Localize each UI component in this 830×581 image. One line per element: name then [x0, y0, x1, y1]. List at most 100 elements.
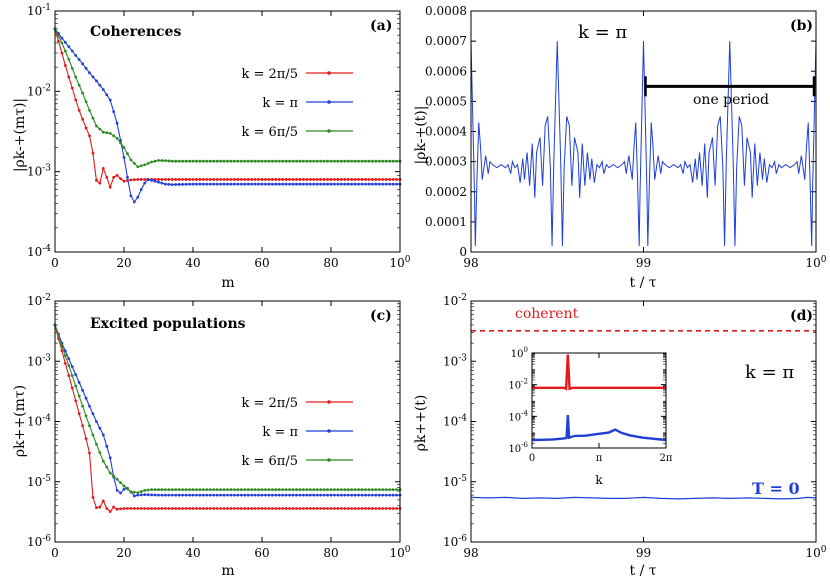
data-point-k_2pi_5 — [250, 178, 254, 181]
data-point-k_pi — [364, 493, 367, 497]
data-point-k_6pi_5 — [329, 488, 333, 492]
data-point-k_pi — [126, 175, 129, 179]
data-point-k_2pi_5 — [343, 178, 347, 181]
data-point-k_2pi_5 — [326, 507, 329, 510]
data-point-k_pi — [336, 493, 340, 497]
data-point-k_pi — [360, 182, 364, 186]
data-point-k_6pi_5 — [70, 374, 74, 378]
data-point-k_2pi_5 — [367, 178, 371, 181]
data-point-k_2pi_5 — [270, 507, 274, 510]
x-tick-label: 2π — [660, 453, 673, 464]
data-point-k_6pi_5 — [343, 488, 347, 492]
data-point-k_6pi_5 — [291, 488, 295, 492]
data-point-k_2pi_5 — [229, 178, 233, 181]
y-tick-label: 10-5 — [443, 474, 467, 489]
data-point-k_2pi_5 — [212, 507, 216, 510]
data-point-k_pi — [295, 493, 298, 497]
data-point-k_pi — [153, 493, 157, 497]
data-point-k_6pi_5 — [384, 159, 388, 163]
data-point-k_6pi_5 — [305, 159, 309, 163]
data-point-k_pi — [350, 182, 354, 186]
data-point-k_2pi_5 — [339, 507, 343, 510]
data-point-k_2pi_5 — [319, 507, 323, 510]
data-point-k_2pi_5 — [98, 505, 102, 509]
data-point-k_pi — [229, 182, 233, 186]
data-point-k_6pi_5 — [222, 488, 226, 492]
data-point-k_2pi_5 — [384, 178, 388, 181]
data-point-k_pi — [270, 493, 274, 497]
data-point-k_pi — [315, 182, 319, 186]
data-point-k_pi — [115, 121, 119, 125]
data-point-k_2pi_5 — [239, 507, 243, 510]
data-point-k_6pi_5 — [246, 159, 250, 163]
data-point-k_6pi_5 — [288, 488, 291, 492]
y-tick-label: 10-6 — [27, 534, 51, 549]
data-point-k_2pi_5 — [371, 507, 374, 510]
data-point-k_2pi_5 — [377, 178, 381, 181]
data-point-k_6pi_5 — [222, 159, 226, 163]
data-point-k_6pi_5 — [270, 488, 274, 492]
data-point-k_pi — [374, 493, 378, 497]
data-point-k_2pi_5 — [132, 178, 136, 182]
data-point-k_6pi_5 — [143, 163, 147, 167]
data-point-k_6pi_5 — [112, 474, 116, 478]
data-point-k_2pi_5 — [160, 507, 164, 510]
data-point-k_2pi_5 — [270, 178, 274, 181]
data-point-k_pi — [302, 182, 305, 186]
data-point-k_pi — [295, 182, 298, 186]
data-point-k_6pi_5 — [122, 146, 126, 149]
data-point-k_6pi_5 — [129, 490, 133, 494]
data-point-k_pi — [391, 493, 395, 497]
data-point-k_pi — [267, 182, 271, 186]
data-point-k_6pi_5 — [132, 490, 136, 494]
data-point-k_6pi_5 — [208, 159, 212, 163]
legend-label-k_pi: k = π — [262, 96, 298, 111]
data-point-k_2pi_5 — [167, 178, 171, 181]
panel-a-label: (a) — [370, 18, 392, 34]
data-point-k_2pi_5 — [60, 349, 64, 353]
data-point-k_6pi_5 — [160, 488, 164, 492]
data-point-k_2pi_5 — [174, 178, 178, 181]
data-point-k_6pi_5 — [136, 491, 140, 495]
data-point-k_6pi_5 — [381, 488, 385, 492]
data-point-k_2pi_5 — [105, 507, 109, 510]
data-point-k_pi — [219, 493, 223, 497]
data-point-k_6pi_5 — [281, 159, 285, 163]
data-point-k_2pi_5 — [302, 507, 305, 510]
data-point-k_2pi_5 — [129, 178, 133, 182]
data-point-k_6pi_5 — [312, 488, 316, 492]
data-point-k_6pi_5 — [353, 159, 357, 163]
data-point-k_pi — [188, 493, 191, 497]
data-point-k_pi — [236, 493, 240, 497]
data-point-k_2pi_5 — [371, 178, 374, 181]
data-point-k_6pi_5 — [284, 159, 288, 163]
data-point-k_6pi_5 — [253, 159, 257, 163]
data-point-k_2pi_5 — [198, 507, 202, 510]
data-point-k_pi — [67, 45, 71, 49]
data-point-k_2pi_5 — [298, 178, 302, 181]
x-tick-label: 20 — [116, 256, 131, 270]
data-point-k_pi — [84, 66, 88, 70]
y-tick-label: 0.0002 — [425, 185, 467, 199]
data-point-k_pi — [260, 182, 264, 186]
data-point-k_pi — [177, 183, 181, 186]
data-point-k_2pi_5 — [384, 507, 388, 510]
data-point-k_6pi_5 — [74, 75, 78, 79]
data-point-k_2pi_5 — [112, 175, 116, 179]
data-point-k_6pi_5 — [288, 159, 291, 163]
data-point-k_6pi_5 — [336, 488, 340, 492]
data-point-k_6pi_5 — [357, 159, 360, 163]
x-tick-label: 20 — [116, 546, 131, 560]
data-point-k_2pi_5 — [343, 507, 347, 510]
data-point-k_6pi_5 — [98, 127, 102, 131]
data-point-k_pi — [339, 493, 343, 497]
data-point-k_2pi_5 — [333, 507, 336, 510]
data-point-k_6pi_5 — [212, 159, 216, 163]
data-point-k_2pi_5 — [122, 507, 126, 510]
data-point-k_2pi_5 — [246, 178, 250, 181]
y-tick-label: 10-4 — [508, 409, 528, 423]
panel-a-title: Coherences — [90, 24, 181, 40]
data-point-k_6pi_5 — [295, 488, 298, 492]
x-tick-label: 80 — [323, 256, 338, 270]
data-point-k_2pi_5 — [257, 178, 260, 181]
